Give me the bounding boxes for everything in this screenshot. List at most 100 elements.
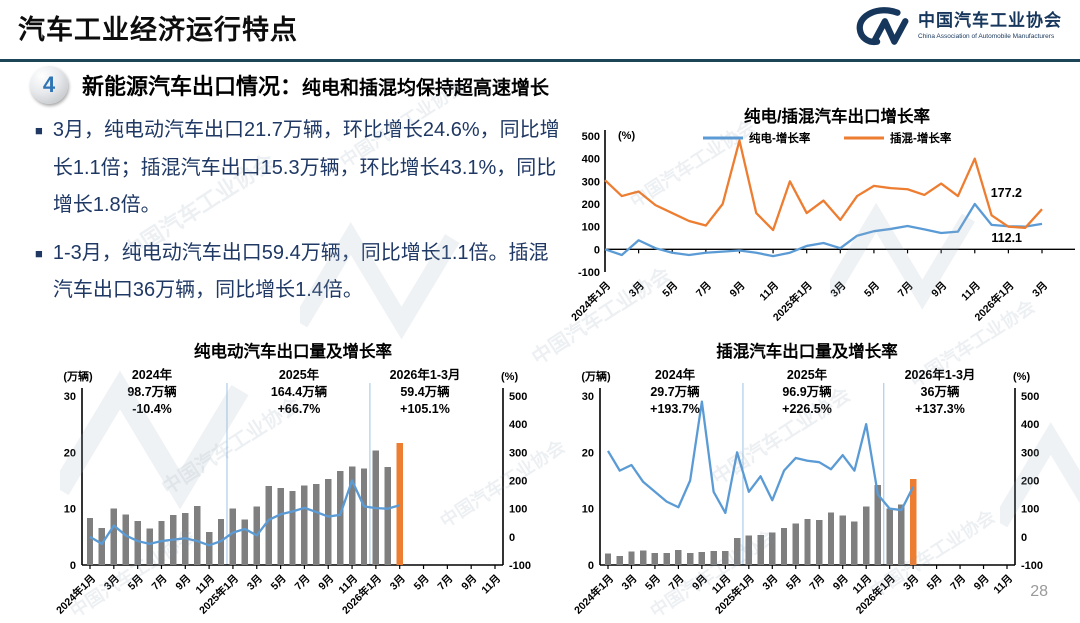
chart-text: 300 [509,447,527,459]
chart-text: 2024年1月 [53,572,98,617]
export-volume-bar [205,531,213,565]
bullet-text: 1-3月，纯电动汽车出口59.4万辆，同比增长1.1倍。插混汽车出口36万辆，同… [52,241,549,302]
chart-text: 7月 [694,280,714,300]
chart-text: 5月 [412,573,432,593]
chart-text: 11月 [479,573,503,597]
chart-text: 7月 [150,573,170,593]
chart-text: 9月 [929,280,949,300]
export-volume-bar [313,483,320,565]
export-volume-bar [348,466,356,565]
chart-text: 500 [509,391,527,403]
export-volume-bar [146,528,153,565]
chart-text: 3月 [828,280,848,300]
chart-text: 11月 [991,573,1015,597]
export-volume-bar [757,535,764,565]
page-title: 汽车工业经济运行特点 [18,15,298,45]
chart-text: -100 [578,267,600,279]
chart-text: 36万辆 [921,384,960,399]
chart-text: 500 [582,131,600,143]
chart-text: 2025年 [787,367,828,382]
chart-text: 100 [1021,504,1039,516]
chart-text: 2024年1月 [571,572,616,617]
export-volume-bar [628,551,635,565]
chart-text: 9月 [972,573,992,593]
export-volume-bar [839,515,846,565]
chart-text: +193.7% [650,402,700,416]
series-line [604,139,1043,232]
export-volume-bar [722,550,729,565]
section-title: 新能源汽车出口情况： [82,74,303,99]
export-volume-bar [122,514,129,565]
bullet-text: 3月，纯电动汽车出口21.7万辆，环比增长24.6%，同比增长1.1倍；插混汽车… [52,119,560,217]
export-volume-bar [909,478,917,565]
export-volume-bar [301,485,308,565]
summary-bullets: ■ 3月，纯电动汽车出口21.7万辆，环比增长24.6%，同比增长1.1倍；插混… [35,112,563,320]
chart-text: 7月 [666,573,686,593]
export-volume-bar [289,491,296,565]
chart-text: 2026年1-3月 [390,367,461,382]
chart-text: 7月 [896,280,916,300]
export-volume-bar [651,553,659,565]
chart-text: 100 [582,222,600,234]
bullet-square-icon: ■ [35,123,43,138]
chart-text: 3月 [1030,280,1050,300]
chart-text: 插混-增长率 [890,131,952,145]
chart-text: +66.7% [278,402,321,416]
chart-text: 纯电-增长率 [749,131,811,145]
export-volume-bar [710,550,717,565]
chart-text: 5月 [784,573,804,593]
chart-text: +226.5% [782,402,832,416]
header-divider [0,59,1080,62]
export-volume-bar [384,466,391,565]
chart-text: 9月 [831,573,851,593]
chart-text: 10 [64,504,76,516]
chart-text: 11月 [959,280,983,304]
export-volume-bar [277,487,284,565]
chart-text: 112.1 [991,231,1022,245]
export-volume-bar [336,470,344,565]
chart-text: -10.4% [132,402,172,416]
chart-text: 29.7万辆 [650,384,700,399]
chart-text: 500 [1021,391,1039,403]
chart-text: 11月 [757,280,781,304]
export-volume-bar [862,506,870,565]
chart-text: 100 [509,504,527,516]
chart-text: 3月 [760,573,780,593]
chart-text: 98.7万辆 [127,384,177,399]
export-volume-bar [663,553,670,565]
chart-text: 3月 [388,573,408,593]
bev-combo-chart: 纯电动汽车出口量及增长率 2024年 98.7万辆 -10.4% 2025年 164.4万… [53,341,531,617]
chart-text: 9月 [173,573,193,593]
chart-text: 5月 [925,573,945,593]
page-number: 28 [1030,583,1048,600]
chart-text: (%) [1013,371,1030,383]
export-volume-bar [886,508,893,565]
chart-text: 0 [1021,532,1027,544]
export-volume-bar [158,521,165,565]
export-volume-bar [804,518,811,565]
chart-text: 2024年 [132,367,173,382]
export-volume-bar [733,537,741,565]
bullet-square-icon: ■ [35,245,43,261]
chart-text: 2025年 [279,367,320,382]
chart-bev-export-volume: 纯电动汽车出口量及增长率 2024年 98.7万辆 -10.4% 2025年 164.4万… [25,333,540,617]
chart-text: 177.2 [991,186,1022,200]
chart-text: (%) [618,130,635,142]
export-volume-bar [265,486,272,565]
section-number-badge: 4 [30,66,68,104]
export-volume-bar [686,553,694,565]
caam-logo: 中国汽车工业协会 China Association of Automobile… [852,5,1062,47]
chart-text: 3月 [620,573,640,593]
chart-text: 30 [64,391,76,403]
chart-text: 9月 [690,573,710,593]
export-volume-bar [396,442,403,565]
chart-export-growth-rate: 纯电/插混汽车出口增长率 纯电-增长率 插混-增长率 500 400 300 200 100 0… [568,98,1080,328]
chart-text: 96.9万辆 [782,384,832,399]
chart-phev-export-volume: 插混汽车出口量及增长率 2024年 29.7万辆 +193.7% 2025年 96.9万辆… [555,333,1080,617]
series-line [604,202,1043,258]
chart-text: 59.4万辆 [400,384,450,399]
growth-rate-line [89,479,401,547]
logo-org-name: 中国汽车工业协会 [918,11,1062,31]
chart-text: +105.1% [400,402,450,416]
